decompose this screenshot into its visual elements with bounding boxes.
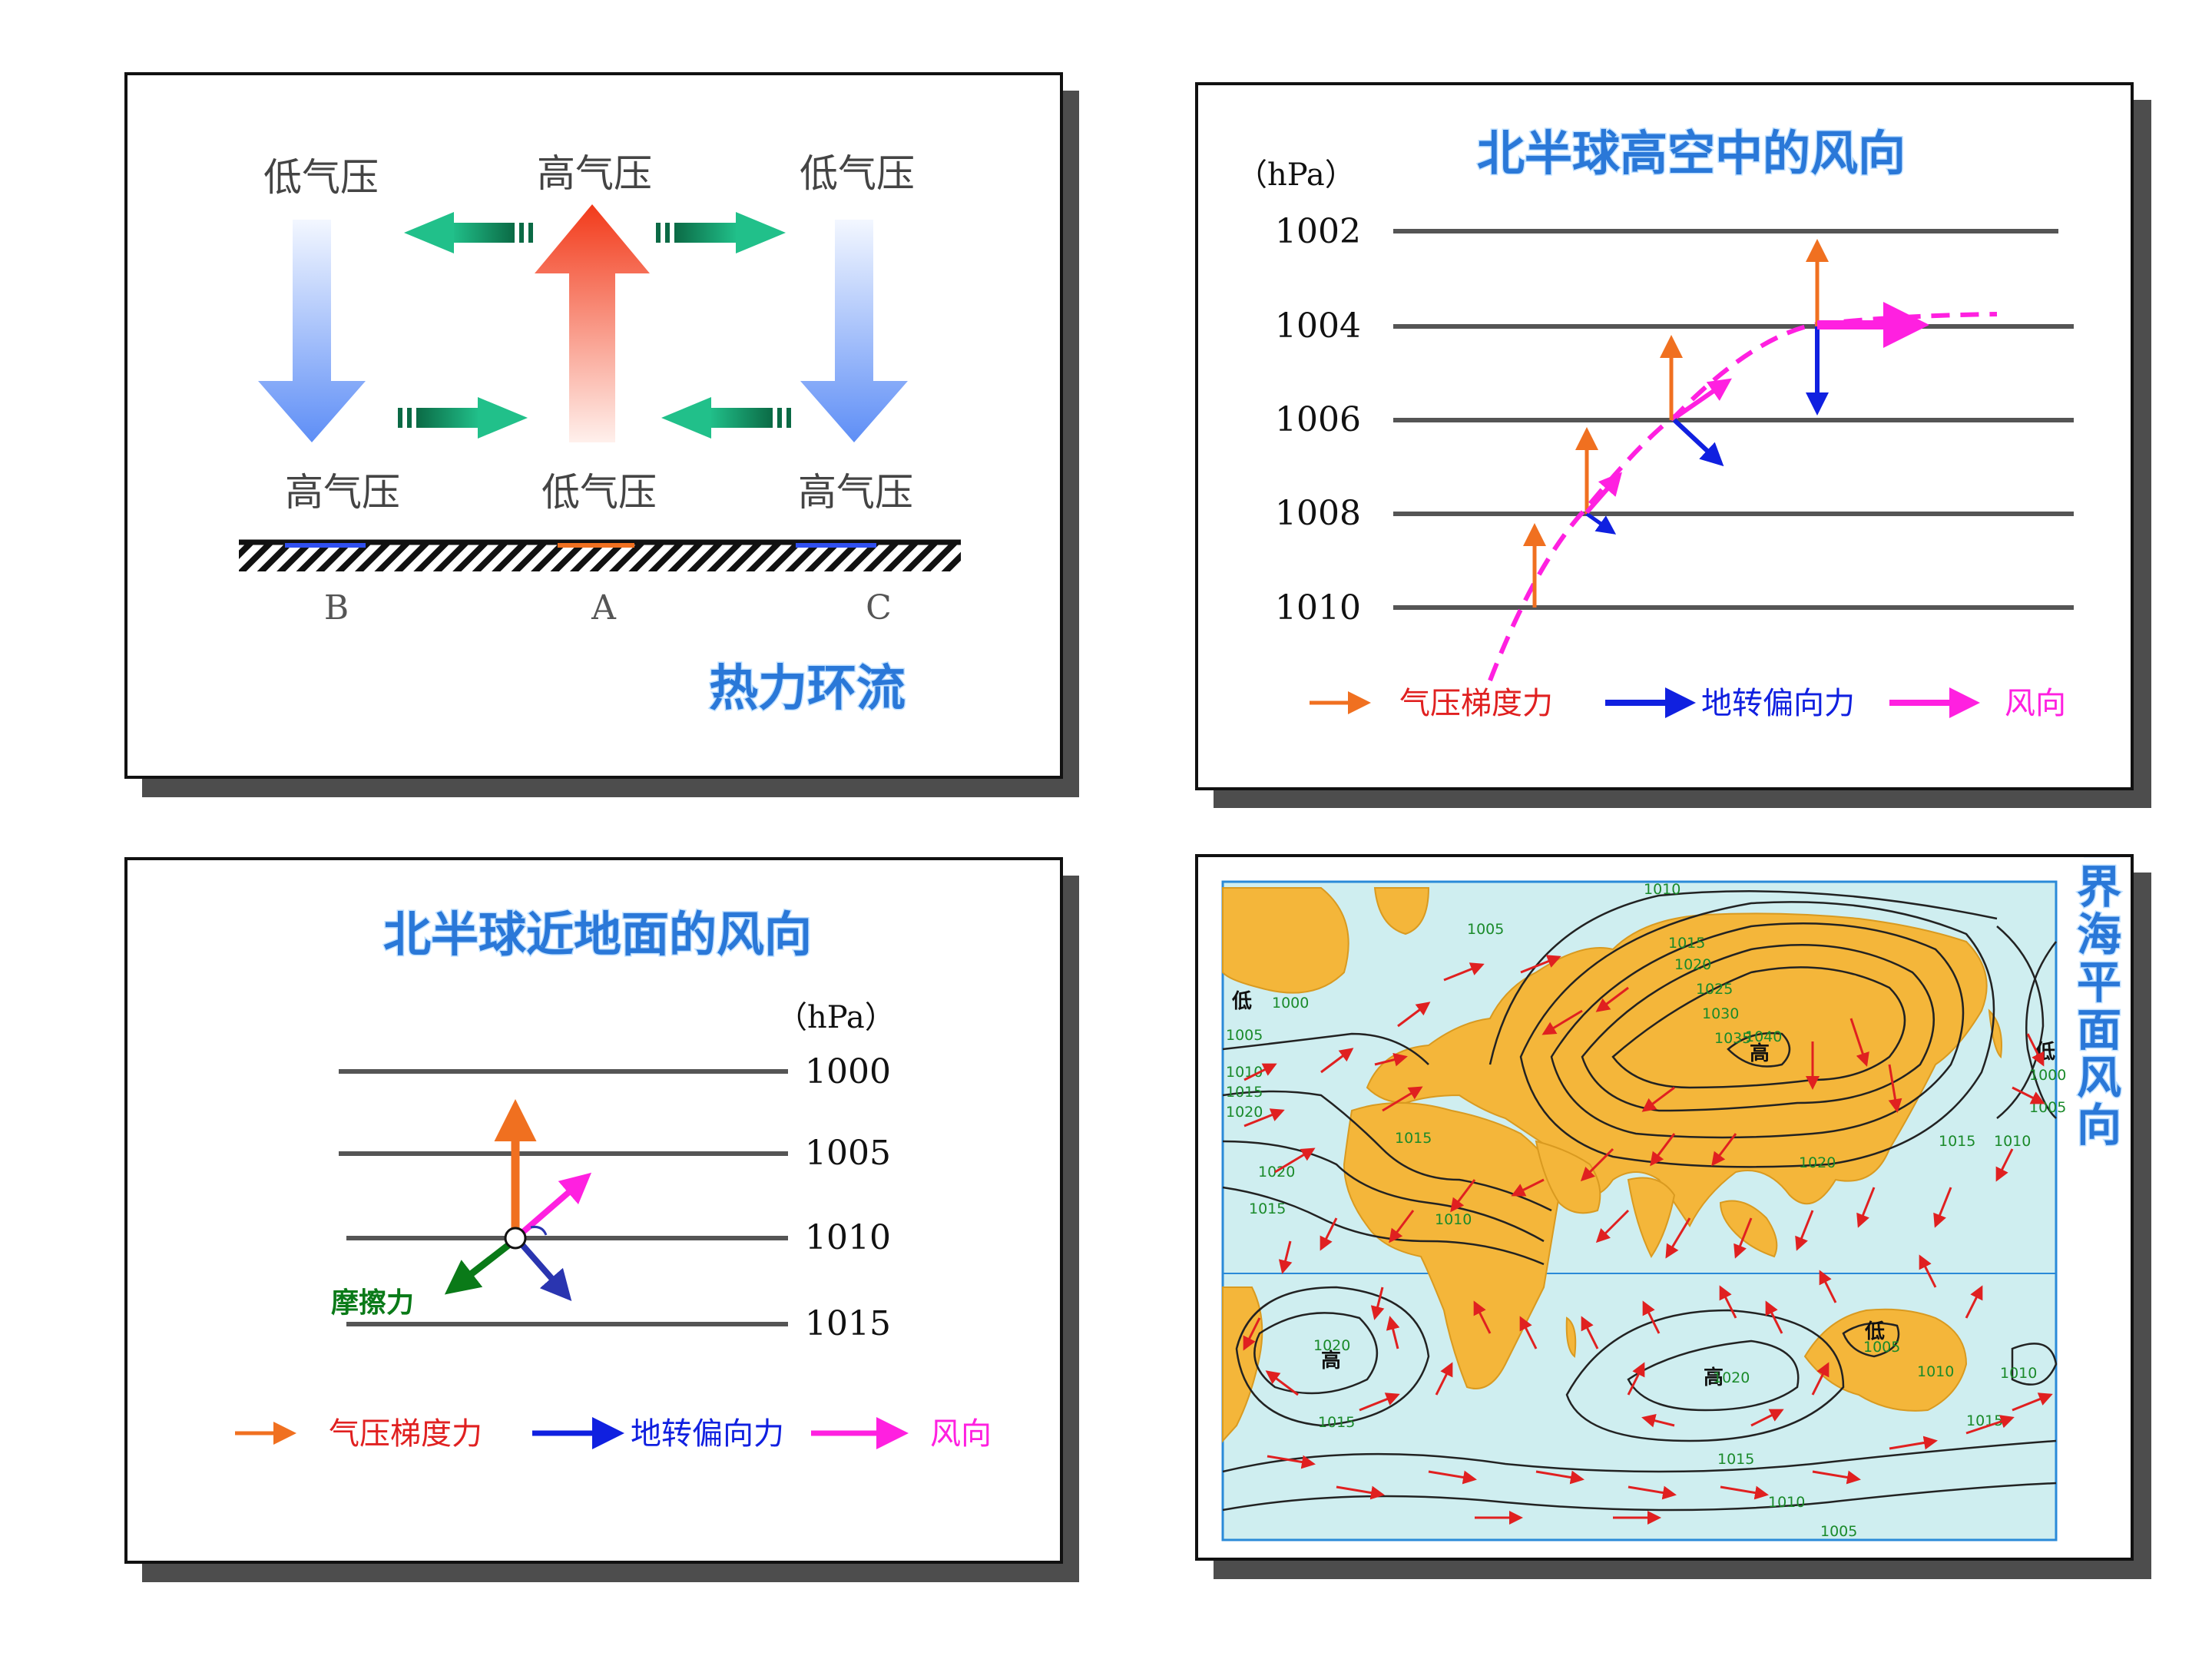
isobar-value: 1010 — [1994, 1133, 2031, 1150]
isobar-value: 1010 — [1768, 1494, 1805, 1511]
isobar-value: 1020 — [1226, 1104, 1263, 1121]
map-title: 一月份世界海平面风向 — [2069, 857, 2121, 1149]
rising-air-arrow — [535, 204, 650, 442]
coriolis-arrow-1 — [1585, 512, 1617, 535]
isobar-value: 1010 — [1917, 1363, 1954, 1380]
isobar-value: 1005 — [1226, 1027, 1263, 1044]
high-s-indian-label: 高 — [1704, 1366, 1724, 1389]
isobar-value: 1020 — [1674, 956, 1711, 973]
lower-flow-arrow-left — [661, 397, 791, 439]
world-wind-map: 高 高 高 低 低 低 1010 1005 1015 1020 1025 103… — [1221, 857, 2123, 1541]
surface-unit: （hPa） — [777, 1000, 896, 1035]
isobar-value: 1015 — [1668, 935, 1705, 952]
wind-path — [1488, 312, 1998, 682]
level-1010: 1010 — [805, 1218, 891, 1257]
isobar-value: 1025 — [1696, 981, 1733, 998]
upper-flow-arrow-right — [656, 212, 786, 253]
level-1008: 1008 — [1275, 494, 1361, 533]
isobar-value: 1000 — [2029, 1067, 2066, 1084]
level-1005: 1005 — [805, 1134, 891, 1173]
label-top-left: 低气压 — [263, 155, 379, 200]
legend-pgf: 气压梯度力 — [329, 1416, 482, 1452]
level-1006: 1006 — [1275, 400, 1361, 439]
isobar-value: 1040 — [1745, 1028, 1782, 1045]
upper-flow-arrow-left — [404, 212, 533, 253]
isobar-value: 1015 — [1939, 1133, 1975, 1150]
level-1015: 1015 — [805, 1304, 891, 1343]
isobar-value: 1015 — [1226, 1084, 1263, 1101]
surface-title: 北半球近地面的风向 — [383, 906, 812, 962]
isobar-value: 1015 — [1966, 1412, 2003, 1429]
sinking-air-arrow-left — [258, 220, 366, 442]
high-asia-label: 高 — [1750, 1041, 1770, 1065]
isobar-value: 1005 — [1820, 1523, 1857, 1540]
upper-air-wind-diagram: 北半球高空中的风向 （hPa） 1002 1004 1006 1008 1010 — [1237, 124, 2074, 721]
label-top-mid: 高气压 — [537, 151, 652, 196]
wind-vector — [515, 1172, 592, 1240]
low-n-atlantic-label: 低 — [1231, 990, 1252, 1013]
isobar-value: 1020 — [1713, 1369, 1750, 1386]
wind-arrow-2 — [1674, 378, 1732, 419]
coriolis-vector — [515, 1237, 572, 1302]
isobar-value: 1010 — [1644, 881, 1681, 898]
isobar-value: 1020 — [1799, 1154, 1836, 1171]
air-parcel — [504, 1227, 527, 1250]
upper-unit: （hPa） — [1237, 157, 1356, 193]
level-1004: 1004 — [1275, 306, 1361, 346]
location-b: B — [324, 588, 349, 628]
low-australia-label: 低 — [1864, 1320, 1885, 1343]
location-a: A — [591, 588, 617, 628]
surface-legend: 气压梯度力 地转偏向力 风向 — [235, 1416, 992, 1452]
surface-wind-panel: 北半球近地面的风向 （hPa） 1000 1005 1010 1015 摩擦力 … — [124, 857, 1063, 1564]
thermal-circulation-diagram: 低气压 高气压 低气压 — [239, 151, 961, 719]
isobar-value: 1010 — [1435, 1211, 1472, 1228]
lower-flow-arrow-right — [398, 397, 528, 439]
legend-coriolis: 地转偏向力 — [631, 1416, 784, 1452]
isobar-value: 1010 — [2000, 1365, 2037, 1382]
friction-vector — [444, 1240, 514, 1295]
isobar-value: 1000 — [1272, 995, 1309, 1012]
isobar-value: 1005 — [1863, 1339, 1900, 1356]
map-isobars — [1222, 890, 2058, 1512]
thermal-title: 热力环流 — [709, 661, 906, 717]
level-1010: 1010 — [1275, 588, 1361, 628]
world-wind-map-panel: 高 高 高 低 低 低 1010 1005 1015 1020 1025 103… — [1195, 854, 2134, 1561]
isobar-value: 1015 — [1318, 1414, 1355, 1431]
coriolis-arrow-2 — [1672, 418, 1724, 467]
level-1002: 1002 — [1275, 212, 1361, 251]
isobar-value: 1015 — [1395, 1130, 1432, 1147]
isobar-value: 1020 — [1313, 1337, 1350, 1354]
legend-pgf: 气压梯度力 — [1399, 686, 1553, 721]
land-masses — [1222, 887, 2002, 1443]
upper-title: 北半球高空中的风向 — [1477, 125, 1906, 181]
thermal-circulation-panel: 低气压 高气压 低气压 — [124, 72, 1063, 779]
map-title-vertical: 一月份世界海平面风向 — [2068, 857, 2123, 1151]
upper-air-wind-panel: 北半球高空中的风向 （hPa） 1002 1004 1006 1008 1010 — [1195, 82, 2134, 790]
legend-coriolis: 地转偏向力 — [1701, 686, 1855, 721]
isobar-value: 1005 — [2029, 1099, 2066, 1116]
isobar-values: 1010 1005 1015 1020 1025 1030 1035 1040 … — [1226, 881, 2066, 1540]
isobar-value: 1005 — [1467, 921, 1504, 938]
label-bottom-left: 高气压 — [285, 470, 400, 515]
upper-legend: 气压梯度力 地转偏向力 风向 — [1310, 686, 2066, 721]
label-top-right: 低气压 — [800, 151, 915, 196]
legend-wind: 风向 — [930, 1416, 992, 1452]
location-c: C — [866, 588, 892, 628]
friction-label: 摩擦力 — [331, 1287, 414, 1319]
surface-wind-diagram: 北半球近地面的风向 （hPa） 1000 1005 1010 1015 摩擦力 … — [235, 906, 992, 1452]
wind-arrow-1 — [1584, 472, 1622, 514]
isobar-value: 1015 — [1717, 1451, 1754, 1468]
level-1000: 1000 — [805, 1052, 891, 1091]
label-bottom-right: 高气压 — [798, 470, 913, 515]
isobar-value: 1015 — [1249, 1200, 1286, 1217]
isobar-value: 1030 — [1702, 1005, 1739, 1022]
legend-wind: 风向 — [2005, 686, 2066, 721]
isobar-value: 1035 — [1714, 1030, 1751, 1047]
wind-arrows — [1243, 955, 2053, 1525]
sinking-air-arrow-right — [800, 220, 908, 442]
label-bottom-mid: 低气压 — [541, 470, 657, 515]
high-s-atlantic-label: 高 — [1321, 1349, 1341, 1373]
